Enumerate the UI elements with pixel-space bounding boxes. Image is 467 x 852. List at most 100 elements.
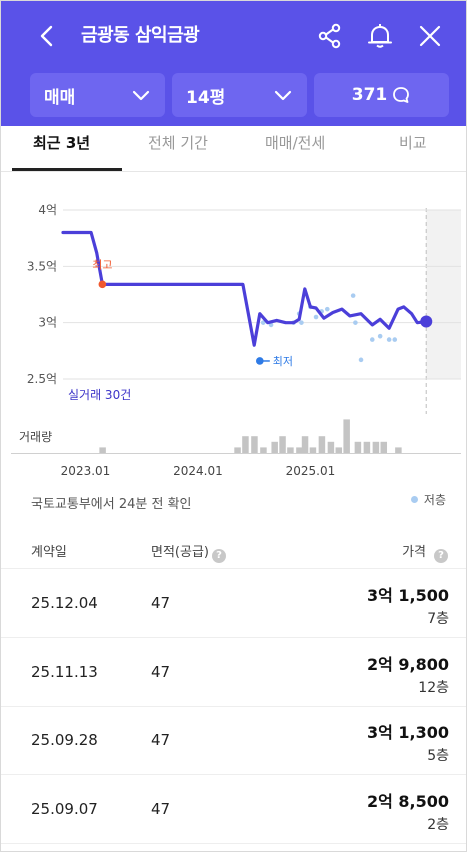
header-price: 가격? (402, 541, 448, 563)
volume-bar (271, 441, 278, 453)
share-button[interactable] (313, 19, 347, 53)
volume-label: 거래량 (19, 430, 52, 444)
low-label: 최저 (273, 355, 293, 368)
volume-bar (99, 447, 106, 453)
price-value: 3억 1,300 (366, 723, 449, 742)
contract-date: 25.12.04 (31, 594, 98, 612)
bell-icon (368, 24, 392, 48)
area-value: 47 (151, 662, 171, 681)
header-date: 계약일 (31, 545, 67, 560)
close-button[interactable] (413, 19, 447, 53)
volume-bar (251, 436, 258, 453)
volume-bar (335, 447, 343, 453)
tab-recent-3y[interactable]: 최근 3년 (33, 134, 91, 152)
size-label: 14평 (186, 87, 226, 108)
chevron-down-icon (274, 90, 292, 101)
table-row[interactable]: 25.09.07 47 2억 8,500 2층 (1, 776, 466, 844)
back-button[interactable] (31, 19, 65, 53)
transactions-count-label: 실거래 30건 (68, 388, 131, 402)
tab-compare[interactable]: 비교 (399, 134, 427, 152)
x-tick-label: 2025.01 (286, 464, 336, 478)
volume-bar (318, 436, 326, 453)
comment-bubble-icon (393, 87, 410, 103)
share-icon (318, 23, 341, 49)
contract-date: 25.11.13 (31, 662, 98, 681)
table-row[interactable]: 25.12.04 47 3억 1,500 7층 (1, 570, 466, 638)
volume-bar (327, 441, 335, 453)
y-tick-label: 4억 (38, 203, 57, 217)
tab-sale-jeonse[interactable]: 매매/전세 (265, 134, 326, 152)
high-label: 최고 (92, 258, 112, 271)
area-value: 47 (151, 731, 171, 749)
notification-button[interactable] (363, 19, 397, 53)
x-tick-label: 2023.01 (61, 464, 111, 478)
volume-bar (234, 447, 241, 453)
tab-all-period[interactable]: 전체 기간 (148, 134, 208, 152)
help-icon[interactable]: ? (434, 549, 448, 563)
scatter-point (377, 333, 383, 339)
scatter-point (299, 320, 304, 325)
table-row[interactable]: 25.09.28 47 3억 1,300 5층 (1, 707, 466, 775)
header-price-label: 가격 (402, 545, 426, 560)
legend-label: 저층 (423, 493, 446, 507)
chevron-left-icon (40, 25, 53, 47)
volume-bar (395, 447, 402, 453)
volume-bar (309, 447, 317, 453)
y-tick-label: 3.5억 (27, 259, 57, 273)
table-row[interactable]: 25.11.13 47 2억 9,800 12층 (1, 639, 466, 707)
contract-date: 25.09.07 (31, 799, 98, 818)
volume-bar (242, 436, 249, 453)
contract-date: 25.09.28 (31, 731, 98, 749)
high-marker (98, 280, 107, 289)
scatter-point (358, 357, 364, 363)
volume-bar (343, 419, 350, 453)
scatter-point (324, 306, 330, 312)
tab-bar: 최근 3년 전체 기간 매매/전세 비교 (1, 126, 466, 172)
scatter-point (386, 337, 392, 342)
filter-bar: 매매 14평 371 (1, 71, 466, 121)
table-header: 계약일 면적(공급)? 가격? (1, 531, 466, 569)
floor-value: 5층 (427, 748, 449, 764)
price-value: 3억 1,500 (366, 586, 449, 605)
floor-value: 7층 (427, 611, 449, 627)
header-area-label: 면적(공급) (151, 545, 209, 560)
scatter-point (313, 314, 319, 320)
y-tick-label: 3억 (38, 316, 57, 330)
page-title: 금광동 삼익금광 (81, 25, 200, 46)
scatter-point (260, 320, 266, 325)
price-value: 2억 9,800 (366, 654, 449, 674)
volume-bar (287, 447, 294, 453)
future-region (426, 210, 461, 379)
help-icon[interactable]: ? (211, 549, 226, 563)
header: 금광동 삼익금광 (1, 1, 466, 71)
price-value: 2억 8,500 (366, 791, 449, 811)
update-info: 국토교통부에서 24분 전 확인 (31, 497, 192, 512)
price-line (61, 230, 428, 347)
scatter-point (350, 293, 356, 298)
area-value: 47 (151, 594, 171, 612)
y-tick-label: 2.5억 (27, 372, 57, 386)
volume-bar (372, 441, 380, 453)
active-tab-indicator (12, 168, 122, 171)
area-value: 47 (151, 799, 171, 818)
low-marker (256, 357, 264, 365)
header-area: 면적(공급)? (151, 541, 226, 563)
volume-bar (279, 436, 286, 453)
volume-bar (354, 441, 362, 453)
volume-bar (296, 447, 303, 453)
deal-type-label: 매매 (44, 87, 76, 108)
size-select[interactable]: 14평 (172, 73, 307, 117)
floor-value: 2층 (427, 816, 449, 833)
deal-type-select[interactable]: 매매 (30, 73, 165, 117)
scatter-point (353, 320, 358, 325)
chevron-down-icon (132, 90, 150, 101)
floor-value: 12층 (418, 679, 449, 696)
volume-bar (301, 436, 309, 453)
comments-button[interactable]: 371 (314, 73, 449, 117)
legend: 저층 (410, 491, 446, 508)
scatter-point (369, 337, 375, 342)
current-marker (420, 315, 433, 328)
scatter-point (392, 337, 398, 342)
